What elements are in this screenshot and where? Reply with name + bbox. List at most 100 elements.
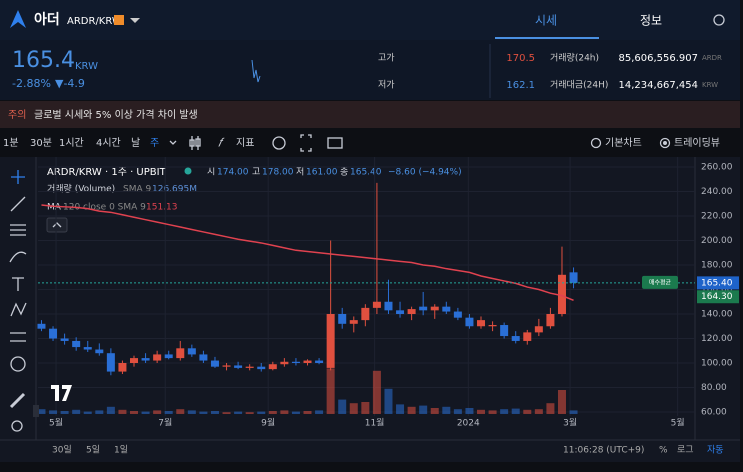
volume-bar (280, 410, 289, 414)
volume-bar (315, 410, 324, 414)
volume-bar (488, 410, 497, 414)
interval[interactable]: 1시간 (59, 137, 84, 149)
y-tick-label: 180.00 (701, 261, 733, 271)
volume-bar (141, 411, 150, 414)
volume-bar (153, 410, 162, 414)
ohlc-change: −8.60 (−4.94%) (388, 168, 462, 178)
settings[interactable] (272, 136, 286, 150)
brush-tool[interactable] (9, 251, 27, 263)
forecast-tool[interactable] (10, 332, 26, 342)
fullscreen[interactable] (300, 134, 312, 152)
clock: 11:06:28 (UTC+9) (563, 446, 644, 456)
volume-bar (349, 403, 358, 414)
mode[interactable]: 기본차트 (605, 137, 642, 149)
y-tick-label: 140.00 (701, 310, 733, 320)
change-pct: -2.88% (12, 77, 51, 90)
candle-body (430, 306, 439, 311)
price-panel (0, 40, 740, 100)
bottom-bar (0, 440, 740, 462)
notice-tag: 주의 (8, 109, 26, 121)
volume-bar (303, 411, 312, 414)
chart-type[interactable] (189, 136, 201, 150)
y-tick-label: 260.00 (701, 163, 733, 173)
change: ▼-4.9 (55, 77, 85, 90)
radio[interactable] (590, 137, 602, 149)
candle-body (396, 310, 405, 314)
avg-badge (642, 275, 678, 289)
range[interactable]: 30일 (52, 445, 72, 456)
ohlc-label: 고 (252, 168, 260, 178)
volume-bar (234, 411, 243, 414)
x-tick-label: 5월 (671, 417, 685, 429)
ohlc-value: 161.00 (306, 168, 338, 178)
candle-body (557, 274, 566, 314)
scale-option[interactable]: % (659, 446, 668, 456)
drawing-tools (0, 157, 36, 440)
mode[interactable]: 트레이딩뷰 (674, 137, 720, 149)
volume-bar (407, 406, 416, 414)
interval-dropdown[interactable] (169, 140, 177, 145)
candle-body (37, 323, 46, 329)
zoom-tool[interactable] (11, 420, 23, 432)
candle-body (546, 314, 555, 327)
volume-bar (396, 404, 405, 414)
candle-body (453, 311, 462, 318)
interval[interactable]: 날 (131, 137, 140, 149)
stat-value: 14,234,667,454 (618, 80, 698, 91)
volume-bar (164, 411, 173, 414)
avg-price-tag (697, 290, 739, 304)
interval[interactable]: 30분 (30, 137, 52, 149)
volume-bar (222, 412, 231, 414)
x-tick-label: 3월 (563, 417, 577, 429)
volume-bar (546, 403, 555, 414)
dropdown[interactable] (130, 18, 140, 23)
line-tool[interactable] (10, 196, 26, 212)
screenshot[interactable] (327, 137, 343, 149)
volume-bar (245, 412, 254, 414)
interval[interactable]: 1분 (3, 137, 19, 149)
stat-label: 거래대금(24H) (550, 80, 608, 91)
volume-bar (372, 370, 381, 414)
volume-bar (210, 411, 219, 414)
candle-body (199, 354, 208, 361)
volume-bar (465, 408, 474, 414)
scroll-handle[interactable] (33, 405, 39, 417)
x-tick-label: 5월 (49, 417, 63, 429)
tab[interactable]: 시세 (535, 14, 557, 28)
range[interactable]: 5일 (86, 445, 100, 456)
indicator[interactable]: 지표 (236, 137, 254, 149)
candle-body (338, 314, 347, 324)
candle-body (257, 366, 266, 370)
candle-body (488, 325, 497, 327)
volume-legend: 거래량 (Volume) (47, 183, 115, 195)
interval[interactable]: 주 (150, 138, 159, 149)
volume-bar (453, 409, 462, 414)
crosshair-tool[interactable] (11, 170, 25, 184)
ruler-tool[interactable] (9, 392, 26, 409)
volume-bar (534, 409, 543, 414)
avg-price-label: 164.30 (701, 292, 733, 302)
volume-bar (118, 409, 127, 414)
interval[interactable]: 4시간 (96, 137, 121, 149)
volume-bar (338, 399, 347, 414)
tab[interactable]: 정보 (640, 14, 662, 28)
radio[interactable] (659, 137, 671, 149)
scale-option[interactable]: 로그 (677, 446, 694, 456)
ohlc-label: 종 (340, 167, 348, 178)
pattern-tool[interactable] (10, 302, 27, 317)
settings[interactable] (713, 14, 725, 26)
legend-title: ARDR/KRW · 1주 · UPBIT (47, 167, 167, 178)
volume-bar (523, 409, 532, 414)
candle-body (315, 360, 324, 363)
collapse-button[interactable] (46, 217, 68, 233)
scale-option[interactable]: 자동 (707, 445, 724, 456)
range[interactable]: 1일 (114, 445, 128, 456)
volume-bar (511, 408, 520, 414)
fib-tool[interactable] (10, 224, 26, 236)
volume-bar (37, 409, 46, 414)
candle-body (153, 354, 162, 361)
volume-bar (442, 406, 451, 414)
text-tool[interactable] (12, 277, 24, 291)
coin-name: 아더 (34, 11, 60, 28)
emoji-tool[interactable] (10, 356, 26, 372)
